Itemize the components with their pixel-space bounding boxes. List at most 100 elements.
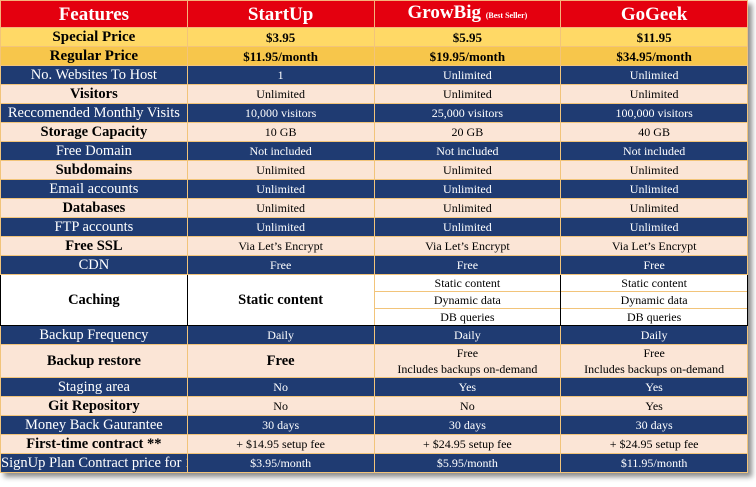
feature-label: Databases [0, 198, 188, 218]
plan-value: + $24.95 setup fee [560, 434, 748, 454]
cell-text: Databases [62, 199, 126, 216]
cell-text: Daily [640, 327, 668, 342]
cell-text: + $24.95 setup fee [423, 436, 512, 451]
table-row: Backup restore Free Free Includes backups o… [0, 344, 748, 378]
cell-text: Unlimited [629, 200, 679, 215]
cell-line: Includes backups on-demand [397, 362, 538, 376]
cell-text: Via Let’s Encrypt [238, 238, 323, 253]
cell-text: Static content [238, 291, 324, 308]
feature-label: Free Domain [0, 141, 188, 161]
cell-text: Unlimited [629, 219, 679, 234]
table-row: Special Price $3.95 $5.95 $11.95 [0, 27, 748, 47]
cell-text: Storage Capacity [40, 123, 148, 140]
cell-text: First-time contract ** [26, 435, 162, 452]
cell-line: Free [643, 346, 665, 360]
table-row: Storage Capacity 10 GB 20 GB 40 GB [0, 122, 748, 142]
plan-value: No [186, 396, 375, 416]
header-text: StartUp [247, 3, 314, 25]
header-cell: GoGeek [560, 0, 748, 28]
cell-text: Backup Frequency [39, 326, 149, 343]
table-row: Free Domain Not included Not included Not i… [0, 141, 748, 161]
cell-text: Unlimited [443, 181, 492, 196]
cell-text: No [273, 398, 288, 413]
cell-text: Unlimited [443, 219, 492, 234]
table-row: Free SSL Via Let’s Encrypt Via Let’s Encry… [0, 236, 748, 256]
plan-value: Unlimited [560, 179, 748, 199]
cell-text: Unlimited [629, 86, 679, 101]
cell-text: No [460, 398, 475, 413]
plan-value: $5.95/month [373, 453, 562, 473]
plan-value: No [186, 377, 375, 397]
plan-value: Free Includes backups on-demand [560, 344, 748, 378]
cell-text: Unlimited [443, 200, 492, 215]
feature-label: SignUp Plan Contract price for 12,24& 36… [0, 453, 188, 473]
cell-text: CDN [78, 256, 110, 273]
plan-value: Unlimited [186, 198, 375, 218]
feature-label: Regular Price [0, 46, 188, 66]
table-row: Subdomains Unlimited Unlimited Unlimited [0, 160, 748, 180]
header-cell: Features [0, 0, 188, 28]
feature-label: Visitors [0, 84, 188, 104]
cell-text: $3.95/month [250, 455, 312, 470]
cell-line: Static content [434, 276, 501, 290]
cell-text: $5.95 [452, 29, 482, 45]
cell-text: Free [643, 257, 665, 272]
table-row: Email accounts Unlimited Unlimited Unlimite… [0, 179, 748, 199]
plan-value: Daily [373, 325, 562, 345]
table-row: Backup Frequency Daily Daily Daily [0, 325, 748, 345]
plan-value: $11.95/month [186, 46, 375, 66]
plan-value: 30 days [186, 415, 375, 435]
table-row: No. Websites To Host 1 Unlimited Unlimited [0, 65, 748, 85]
plan-value: + $24.95 setup fee [373, 434, 562, 454]
header-text: GoGeek [620, 3, 688, 25]
cell-text: Free Domain [55, 142, 132, 159]
feature-label: FTP accounts [0, 217, 188, 237]
feature-label: No. Websites To Host [0, 65, 188, 85]
header-note: (Best Seller) [485, 11, 528, 20]
plan-value: 40 GB [560, 122, 748, 142]
feature-label: Staging area [0, 377, 188, 397]
cell-text: Unlimited [443, 162, 492, 177]
cell-text: $34.95/month [616, 48, 692, 64]
cell-line: Includes backups on-demand [584, 362, 725, 376]
header-cell: GrowBig (Best Seller) [373, 0, 562, 28]
pricing-table: Features StartUp GrowBig (Best Seller) GoGe… [0, 0, 748, 473]
plan-value: $3.95 [186, 27, 375, 47]
plan-value: 30 days [560, 415, 748, 435]
cell-text: Money Back Gaurantee [25, 416, 163, 433]
plan-value: Static content Dynamic data DB queries [373, 274, 562, 326]
plan-value: Unlimited [186, 217, 375, 237]
cell-text: Git Repository [48, 397, 140, 414]
cell-text: $11.95 [636, 29, 672, 45]
plan-value: $19.95/month [373, 46, 562, 66]
plan-value: Unlimited [560, 198, 748, 218]
feature-label: Git Repository [0, 396, 188, 416]
plan-value: $5.95 [373, 27, 562, 47]
plan-value: Via Let’s Encrypt [186, 236, 375, 256]
cell-text: Not included [249, 143, 312, 158]
cell-text: Staging area [57, 378, 130, 395]
cell-text: Yes [458, 379, 477, 394]
cell-text: Unlimited [256, 219, 305, 234]
plan-value: Free Includes backups on-demand [373, 344, 562, 378]
plan-value: 25,000 visitors [373, 103, 562, 123]
cell-text: Daily [267, 327, 294, 342]
cell-text: No. Websites To Host [30, 66, 157, 83]
table-row: Money Back Gaurantee 30 days 30 days 30 day… [0, 415, 748, 435]
cell-text: 1 [277, 67, 284, 82]
cell-text: $5.95/month [436, 455, 498, 470]
cell-text: 25,000 visitors [431, 105, 504, 120]
plan-value: Unlimited [560, 65, 748, 85]
feature-label: Money Back Gaurantee [0, 415, 188, 435]
cell-line: DB queries [374, 308, 560, 325]
header-text: GrowBig [407, 2, 481, 23]
plan-value: Not included [560, 141, 748, 161]
plan-value: 100,000 visitors [560, 103, 748, 123]
cell-text: Daily [454, 327, 481, 342]
cell-text: 10,000 visitors [244, 105, 317, 120]
plan-value: Yes [373, 377, 562, 397]
cell-line: Free [456, 346, 479, 360]
feature-label: Reccomended Monthly Visits [0, 103, 188, 123]
cell-text: 100,000 visitors [615, 105, 693, 120]
plan-value: Unlimited [560, 84, 748, 104]
